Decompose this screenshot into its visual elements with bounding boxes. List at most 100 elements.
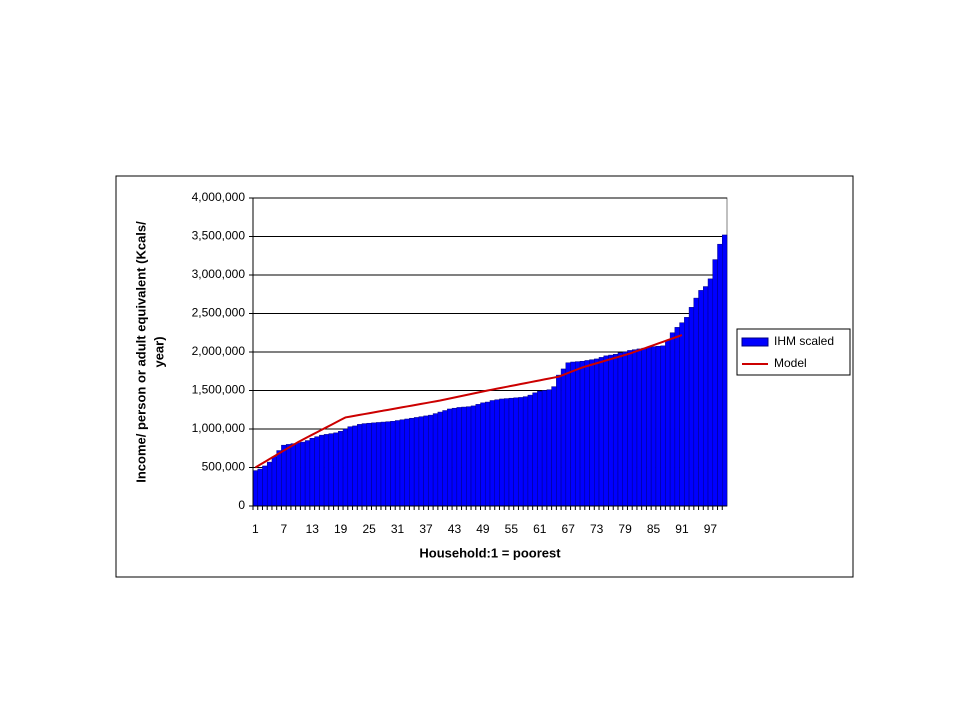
- y-tick-label: 2,500,000: [192, 306, 246, 320]
- bar: [665, 340, 671, 507]
- bar: [575, 361, 581, 507]
- y-tick-label: 4,000,000: [192, 190, 246, 204]
- bar: [674, 327, 680, 507]
- x-tick-label: 7: [280, 522, 287, 536]
- bar: [380, 421, 386, 507]
- bar: [608, 354, 614, 507]
- legend-swatch: [741, 337, 769, 347]
- y-axis-title-line: year): [151, 336, 166, 367]
- bar: [276, 450, 282, 507]
- x-tick-label: 43: [448, 522, 462, 536]
- y-tick-label: 0: [238, 498, 245, 512]
- bar: [257, 468, 263, 507]
- bar: [333, 432, 339, 507]
- x-tick-label: 31: [391, 522, 405, 536]
- bar: [532, 392, 538, 507]
- bar: [503, 398, 510, 507]
- bar: [480, 402, 486, 507]
- bar: [684, 317, 690, 507]
- bar: [418, 416, 424, 507]
- bar: [541, 390, 548, 507]
- legend-label: Model: [774, 356, 807, 370]
- bar: [641, 347, 647, 507]
- bar: [622, 351, 628, 507]
- x-tick-label: 49: [476, 522, 490, 536]
- bar: [262, 465, 268, 507]
- bar: [470, 405, 477, 507]
- bar: [594, 358, 600, 507]
- bar: [722, 234, 728, 507]
- bar: [551, 386, 557, 507]
- bar: [698, 290, 704, 507]
- bar: [494, 399, 500, 507]
- bar: [451, 407, 458, 507]
- bar: [527, 394, 533, 507]
- bar: [266, 461, 273, 507]
- bar: [361, 423, 368, 507]
- bar: [404, 418, 410, 507]
- bar: [300, 441, 306, 507]
- bar: [252, 470, 258, 507]
- bar: [537, 391, 543, 507]
- bar: [352, 425, 358, 507]
- x-tick-label: 13: [306, 522, 320, 536]
- bar: [342, 428, 349, 507]
- bar: [399, 419, 405, 507]
- bar: [688, 307, 695, 507]
- bar: [579, 360, 586, 507]
- bar: [627, 350, 633, 507]
- bar: [437, 411, 443, 507]
- bar: [409, 417, 415, 507]
- bar: [522, 396, 529, 507]
- x-tick-label: 37: [419, 522, 433, 536]
- legend: IHM scaled Model: [736, 328, 851, 376]
- y-tick-label: 500,000: [202, 460, 246, 474]
- bar: [508, 397, 514, 507]
- bar: [570, 361, 576, 507]
- bar: [475, 404, 481, 507]
- bar: [432, 413, 439, 507]
- bar: [447, 408, 453, 507]
- bar: [565, 362, 571, 507]
- bar: [295, 442, 301, 507]
- bar: [660, 345, 666, 507]
- bar: [466, 406, 472, 507]
- bar: [413, 417, 420, 507]
- bar: [328, 433, 334, 507]
- bar: [650, 346, 657, 507]
- bar: [717, 243, 723, 507]
- bar: [560, 368, 567, 507]
- bar: [617, 352, 623, 507]
- x-tick-label: 19: [334, 522, 348, 536]
- legend-box: [736, 328, 851, 376]
- bar: [612, 354, 619, 507]
- bar: [428, 414, 434, 507]
- bar: [703, 286, 709, 507]
- bar: [319, 434, 325, 507]
- x-tick-label: 1: [252, 522, 259, 536]
- bar: [394, 420, 401, 507]
- bar: [385, 421, 391, 507]
- bar: [304, 440, 311, 507]
- bar: [679, 322, 685, 507]
- x-tick-label: 67: [562, 522, 576, 536]
- bar: [556, 374, 562, 507]
- bar: [423, 415, 429, 507]
- legend-label: IHM scaled: [774, 334, 834, 348]
- y-tick-label: 2,000,000: [192, 344, 246, 358]
- x-tick-label: 55: [505, 522, 519, 536]
- x-tick-label: 61: [533, 522, 547, 536]
- line: [254, 334, 683, 469]
- bar: [371, 422, 377, 507]
- bar: [646, 347, 652, 507]
- bar: [357, 424, 363, 507]
- bar: [285, 444, 292, 507]
- x-tick-label: 25: [362, 522, 376, 536]
- bar: [546, 389, 552, 507]
- bar: [499, 398, 505, 507]
- y-tick-label: 1,500,000: [192, 383, 246, 397]
- bar: [518, 397, 524, 507]
- y-tick-label: 3,000,000: [192, 267, 246, 281]
- bar: [442, 410, 448, 507]
